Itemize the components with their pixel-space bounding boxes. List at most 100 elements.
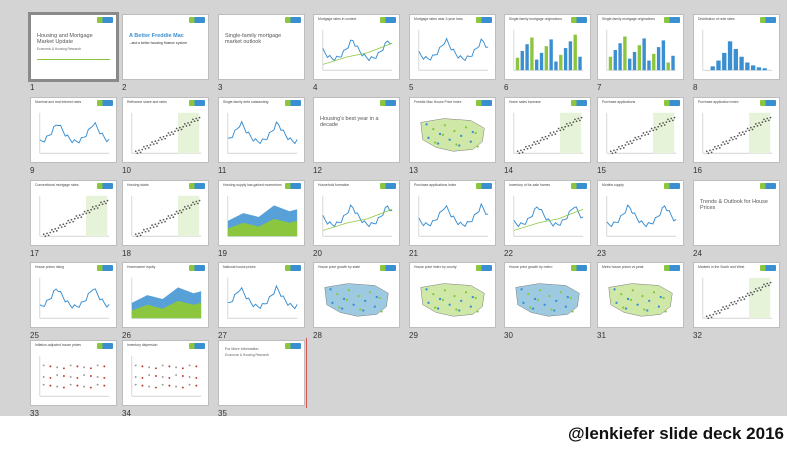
slide-thumbnail-7[interactable]: Single-family mortgage originations bbox=[597, 14, 684, 80]
slide-title: Single-family debt outstanding bbox=[223, 100, 269, 104]
slide-number: 35 bbox=[218, 409, 227, 418]
slide-chart bbox=[513, 29, 584, 71]
freddie-mac-logo-icon bbox=[380, 100, 396, 106]
slide-plot bbox=[319, 25, 396, 75]
slide-thumbnail-29[interactable]: House price index by county bbox=[409, 262, 496, 328]
freddie-mac-logo-icon bbox=[571, 265, 587, 271]
slide-thumbnail-13[interactable]: Freddie Mac House Price Index bbox=[409, 97, 496, 163]
slide-title: Distribution of note rates bbox=[698, 17, 735, 21]
slide-title: Inflation-adjusted house prices bbox=[35, 343, 81, 347]
slide-thumbnail-18[interactable]: Housing starts bbox=[122, 180, 209, 246]
slide-thumbnail-22[interactable]: Inventory of for-sale homes bbox=[504, 180, 591, 246]
slide-title: Single-family mortgage originations bbox=[602, 17, 655, 21]
slide-title: Homeowner equity bbox=[127, 265, 156, 269]
slide-chart bbox=[322, 29, 393, 71]
slide-number: 3 bbox=[218, 83, 223, 92]
slide-chart bbox=[131, 112, 202, 155]
slide-plot bbox=[128, 273, 205, 323]
slide-plot bbox=[319, 191, 396, 241]
slide-number: 30 bbox=[504, 331, 513, 340]
slide-chart bbox=[702, 277, 773, 320]
slide-thumbnail-33[interactable]: Inflation-adjusted house prices bbox=[30, 340, 117, 406]
slide-number: 4 bbox=[313, 83, 318, 92]
slide-number: 6 bbox=[504, 83, 509, 92]
slide-thumbnail-28[interactable]: House price growth by state bbox=[313, 262, 400, 328]
slide-title: National house prices bbox=[223, 265, 256, 269]
slide-number: 14 bbox=[504, 166, 513, 175]
slide-thumbnail-11[interactable]: Single-family debt outstanding bbox=[218, 97, 305, 163]
slide-thumbnail-24[interactable]: Trends & Outlook for House Prices bbox=[693, 180, 780, 246]
slide-title: Housing supply has gained momentum bbox=[223, 183, 282, 187]
slide-thumbnail-25[interactable]: House prices rising bbox=[30, 262, 117, 328]
slide-title: Single-family mortgage market outlook bbox=[225, 33, 282, 45]
slide-plot bbox=[510, 273, 587, 323]
slide-thumbnail-17[interactable]: Conventional mortgage rates bbox=[30, 180, 117, 246]
slide-number: 18 bbox=[122, 249, 131, 258]
slide-thumbnail-21[interactable]: Purchase applications index bbox=[409, 180, 496, 246]
slide-thumbnail-16[interactable]: Purchase application index bbox=[693, 97, 780, 163]
slide-title: Purchase applications index bbox=[414, 183, 457, 187]
slide-thumbnail-12[interactable]: Housing's best year in a decade bbox=[313, 97, 400, 163]
slide-title: Trends & Outlook for House Prices bbox=[700, 199, 768, 211]
slide-chart bbox=[324, 283, 389, 317]
slide-thumbnail-10[interactable]: Refinance share and rates bbox=[122, 97, 209, 163]
slide-chart bbox=[608, 283, 673, 317]
slide-thumbnail-15[interactable]: Purchase applications bbox=[597, 97, 684, 163]
slide-thumbnail-34[interactable]: Inventory dispersion bbox=[122, 340, 209, 406]
slide-thumbnail-4[interactable]: Mortgage rates in context bbox=[313, 14, 400, 80]
slide-plot bbox=[603, 108, 680, 158]
slide-title: Nominal and real interest rates bbox=[35, 100, 82, 104]
slide-thumbnail-20[interactable]: Household formation bbox=[313, 180, 400, 246]
slide-title: A Better Freddie Mac ...and a better hous… bbox=[129, 33, 202, 45]
freddie-mac-logo-icon bbox=[97, 183, 113, 189]
slide-number: 10 bbox=[122, 166, 131, 175]
slide-chart bbox=[39, 112, 110, 154]
slide-number: 27 bbox=[218, 331, 227, 340]
slide-plot bbox=[603, 191, 680, 241]
slide-thumbnail-32[interactable]: Markets in the South and West bbox=[693, 262, 780, 328]
freddie-mac-logo-icon bbox=[97, 100, 113, 106]
freddie-mac-logo-icon bbox=[285, 183, 301, 189]
slide-thumbnail-1[interactable]: Housing and Mortgage Market Update Econom… bbox=[28, 12, 119, 82]
slide-plot bbox=[699, 25, 776, 75]
slide-chart bbox=[513, 195, 584, 237]
slide-thumbnail-14[interactable]: Home sales increase bbox=[504, 97, 591, 163]
slide-thumbnail-35[interactable]: For More Information Economic & Housing R… bbox=[218, 340, 305, 406]
slide-thumbnail-31[interactable]: Metro house prices vs peak bbox=[597, 262, 684, 328]
slide-thumbnail-27[interactable]: National house prices bbox=[218, 262, 305, 328]
slide-chart bbox=[606, 112, 677, 155]
slide-title: House price growth by state bbox=[318, 265, 361, 269]
slide-chart bbox=[322, 195, 393, 237]
freddie-mac-logo-icon bbox=[189, 265, 205, 271]
slide-plot bbox=[415, 273, 492, 323]
slide-chart bbox=[131, 277, 202, 319]
slide-thumbnail-19[interactable]: Housing supply has gained momentum bbox=[218, 180, 305, 246]
freddie-mac-logo-icon bbox=[97, 17, 113, 23]
slide-chart bbox=[227, 195, 298, 237]
slide-thumbnail-2[interactable]: A Better Freddie Mac ...and a better hous… bbox=[122, 14, 209, 80]
slide-thumbnail-9[interactable]: Nominal and real interest rates bbox=[30, 97, 117, 163]
slide-title: Household formation bbox=[318, 183, 350, 187]
freddie-mac-logo-icon bbox=[189, 100, 205, 106]
slide-thumbnail-8[interactable]: Distribution of note rates bbox=[693, 14, 780, 80]
freddie-mac-logo-icon bbox=[664, 183, 680, 189]
slide-title: Single-family mortgage originations bbox=[509, 17, 562, 21]
slide-chart bbox=[702, 112, 773, 155]
slide-plot bbox=[415, 25, 492, 75]
slide-thumbnail-6[interactable]: Single-family mortgage originations bbox=[504, 14, 591, 80]
slide-plot bbox=[36, 273, 113, 323]
slide-chart bbox=[606, 195, 677, 237]
slide-plot bbox=[128, 108, 205, 158]
freddie-mac-logo-icon bbox=[285, 265, 301, 271]
slide-chart bbox=[418, 195, 489, 237]
slide-thumbnail-3[interactable]: Single-family mortgage market outlook bbox=[218, 14, 305, 80]
slide-thumbnail-26[interactable]: Homeowner equity bbox=[122, 262, 209, 328]
freddie-mac-logo-icon bbox=[664, 100, 680, 106]
slide-thumbnail-30[interactable]: House price growth by metro bbox=[504, 262, 591, 328]
slide-chart bbox=[515, 283, 580, 317]
slide-thumbnail-5[interactable]: Mortgage rates near 3-year lows bbox=[409, 14, 496, 80]
freddie-mac-logo-icon bbox=[476, 17, 492, 23]
slide-thumbnail-23[interactable]: Months supply bbox=[597, 180, 684, 246]
freddie-mac-logo-icon bbox=[476, 183, 492, 189]
freddie-mac-logo-icon bbox=[760, 265, 776, 271]
